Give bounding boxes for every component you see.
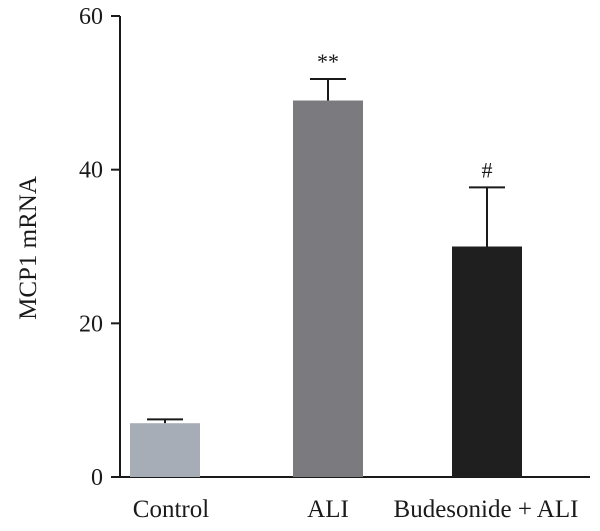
category-labels: Control ALI Budesonide + ALI [133, 496, 579, 523]
bar-ali [293, 100, 363, 478]
significance-label: # [482, 157, 493, 182]
significance-label: ** [317, 49, 339, 74]
y-axis-title: MCP1 mRNA [15, 176, 42, 320]
category-label: ALI [307, 496, 349, 523]
bars: ** # [130, 49, 522, 478]
bar-control [130, 423, 200, 477]
y-tick-label: 0 [91, 465, 103, 491]
bar-budesonide-ali [452, 246, 522, 477]
category-label: Control [133, 496, 209, 523]
y-tick-label: 60 [79, 4, 103, 30]
category-label: Budesonide + ALI [394, 496, 579, 523]
y-axis: 0 20 40 60 [79, 4, 121, 491]
y-tick-label: 40 [79, 158, 103, 184]
y-tick-label: 20 [79, 311, 103, 337]
